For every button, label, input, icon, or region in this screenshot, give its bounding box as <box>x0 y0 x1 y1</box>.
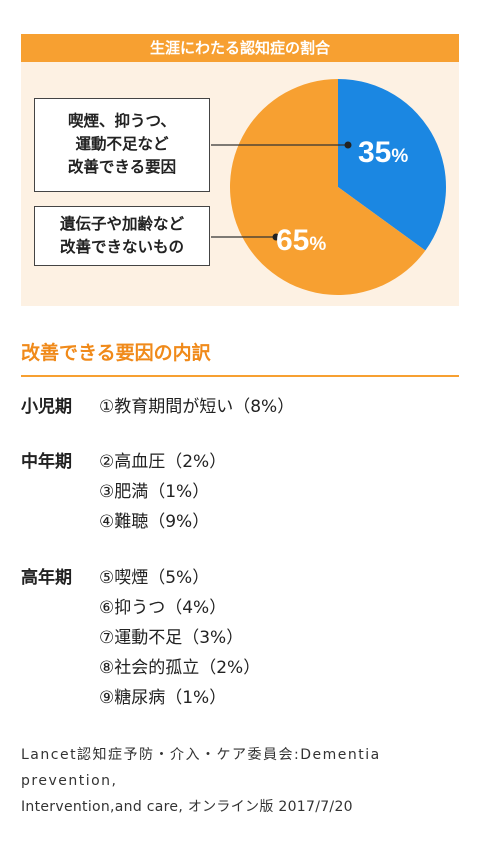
period-label: 小児期 <box>21 397 72 417</box>
list-item: ④難聴（9%） <box>21 510 209 534</box>
list-item: ⑧社会的孤立（2%） <box>21 656 260 680</box>
period-label: 高年期 <box>21 568 72 588</box>
period-label: 中年期 <box>21 452 72 472</box>
factor-item: ⑤喫煙（5%） <box>99 568 210 588</box>
callout-line: 喫煙、抑うつ、 <box>68 112 176 130</box>
pie-value-label: 35% <box>358 136 408 169</box>
callout-line: 改善できる要因 <box>67 158 177 176</box>
list-item: ⑨糖尿病（1%） <box>21 686 226 710</box>
source-line: prevention, <box>21 773 118 789</box>
factor-item: ②高血圧（2%） <box>99 452 227 472</box>
list-item: 小児期 ①教育期間が短い（8%） <box>21 395 294 419</box>
factor-item: ⑦運動不足（3%） <box>99 628 244 648</box>
breakdown-title: 改善できる要因の内訳 <box>21 342 211 364</box>
chart-title: 生涯にわたる認知症の割合 <box>21 34 459 62</box>
chart-panel: 35% 65% 生涯にわたる認知症の割合 喫煙、抑うつ、 運動不足など 改善できる… <box>21 34 459 306</box>
source-citation: Lancet認知症予防・介入・ケア委員会:Dementia prevention… <box>21 742 461 820</box>
list-item: ⑥抑うつ（4%） <box>21 596 226 620</box>
source-line: Intervention,and care, オンライン版 2017/7/20 <box>21 799 353 815</box>
callout-improvable: 喫煙、抑うつ、 運動不足など 改善できる要因 <box>34 98 210 192</box>
factor-item: ⑨糖尿病（1%） <box>99 688 227 708</box>
callout-not-improvable: 遺伝子や加齢など 改善できないもの <box>34 206 210 266</box>
pie-chart: 35% 65% <box>211 79 446 296</box>
pie-value-label: 65% <box>276 224 326 257</box>
source-line: Lancet認知症予防・介入・ケア委員会:Dementia <box>21 747 381 763</box>
factor-item: ④難聴（9%） <box>99 512 210 532</box>
factor-item: ③肥満（1%） <box>99 482 210 502</box>
pie-slice <box>338 79 446 251</box>
callout-line: 遺伝子や加齢など <box>59 215 184 233</box>
section-divider <box>21 375 459 377</box>
factor-item: ⑧社会的孤立（2%） <box>99 658 261 678</box>
leader-dot <box>344 141 352 149</box>
callout-line: 改善できないもの <box>59 238 184 256</box>
list-item: ③肥満（1%） <box>21 480 209 504</box>
pie-slice <box>229 79 426 296</box>
list-item: 高年期 ⑤喫煙（5%） <box>21 566 209 590</box>
leader-dot <box>272 233 280 241</box>
factor-item: ⑥抑うつ（4%） <box>99 598 227 618</box>
factor-item: ①教育期間が短い（8%） <box>99 397 295 417</box>
callout-line: 運動不足など <box>75 135 169 153</box>
list-item: ⑦運動不足（3%） <box>21 626 243 650</box>
list-item: 中年期 ②高血圧（2%） <box>21 450 226 474</box>
